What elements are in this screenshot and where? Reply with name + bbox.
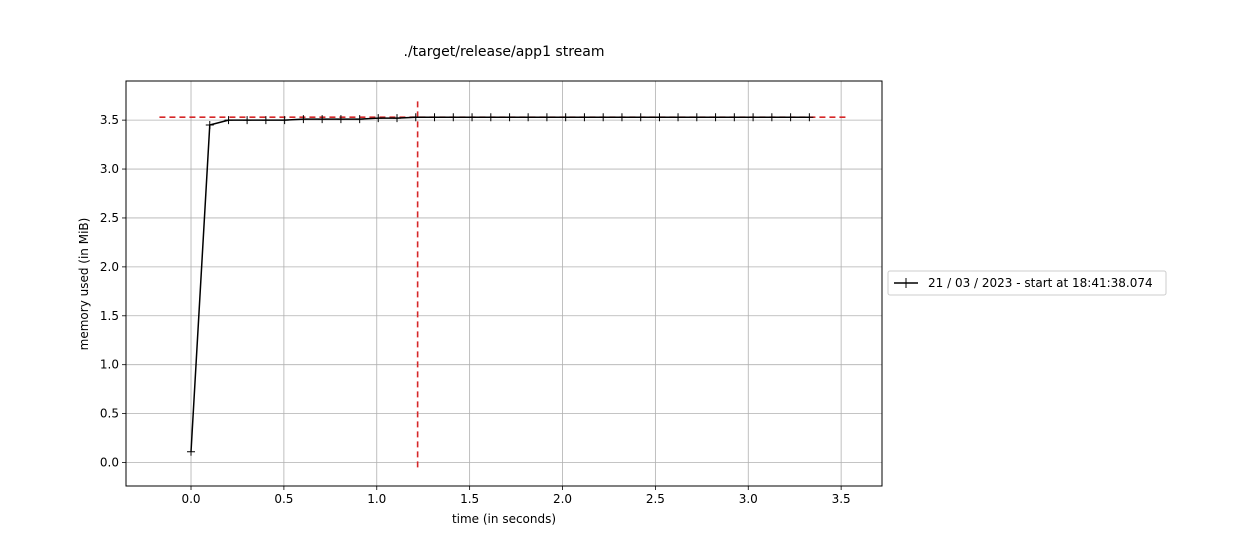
data-point-marker	[599, 113, 608, 122]
data-point-marker	[561, 113, 570, 122]
x-axis-ticks: 0.0 0.5 1.0 1.5 2.0 2.5 3.0 3.5	[181, 486, 851, 506]
y-axis-label: memory used (in MiB)	[77, 218, 91, 351]
data-point-marker	[318, 115, 327, 124]
data-point-marker	[205, 121, 214, 130]
x-tick-label: 0.0	[181, 492, 200, 506]
x-tick-label: 2.0	[553, 492, 572, 506]
data-point-marker	[187, 447, 196, 456]
y-tick-label: 1.0	[100, 358, 119, 372]
y-tick-label: 1.5	[100, 309, 119, 323]
y-tick-label: 2.0	[100, 260, 119, 274]
data-point-marker	[336, 115, 345, 124]
data-point-marker	[393, 114, 402, 123]
data-point-marker	[730, 113, 739, 122]
grid	[126, 81, 882, 486]
series-layer	[187, 113, 814, 456]
data-point-marker	[711, 113, 720, 122]
data-point-marker	[805, 113, 814, 122]
data-point-marker	[374, 114, 383, 123]
y-tick-label: 3.0	[100, 162, 119, 176]
data-point-marker	[786, 113, 795, 122]
data-point-marker	[468, 113, 477, 122]
data-point-marker	[749, 113, 758, 122]
data-point-marker	[767, 113, 776, 122]
x-tick-label: 2.5	[646, 492, 665, 506]
x-tick-label: 3.0	[739, 492, 758, 506]
y-tick-label: 0.0	[100, 456, 119, 470]
data-point-marker	[355, 115, 364, 124]
x-tick-label: 1.0	[367, 492, 386, 506]
x-tick-label: 0.5	[274, 492, 293, 506]
data-point-marker	[411, 113, 420, 122]
data-point-marker	[280, 116, 289, 125]
x-axis-label: time (in seconds)	[452, 512, 556, 526]
data-point-marker	[655, 113, 664, 122]
data-point-marker	[542, 113, 551, 122]
plot-frame	[125, 80, 883, 487]
data-point-marker	[243, 116, 252, 125]
y-axis-ticks: 0.0 0.5 1.0 1.5 2.0 2.5 3.0 3.5	[100, 113, 126, 470]
reference-lines	[159, 100, 849, 468]
data-point-marker	[224, 116, 233, 125]
data-point-marker	[505, 113, 514, 122]
y-tick-label: 3.5	[100, 113, 119, 127]
x-tick-label: 1.5	[460, 492, 479, 506]
y-tick-label: 0.5	[100, 407, 119, 421]
data-point-marker	[449, 113, 458, 122]
series-line	[190, 116, 810, 452]
data-point-marker	[524, 113, 533, 122]
data-point-marker	[486, 113, 495, 122]
data-point-marker	[430, 113, 439, 122]
data-point-marker	[299, 115, 308, 124]
data-point-marker	[580, 113, 589, 122]
data-point-marker	[692, 113, 701, 122]
data-point-marker	[636, 113, 645, 122]
legend-entry: 21 / 03 / 2023 - start at 18:41:38.074	[928, 276, 1153, 290]
x-tick-label: 3.5	[832, 492, 851, 506]
data-point-marker	[674, 113, 683, 122]
chart-title: ./target/release/app1 stream	[404, 44, 605, 60]
legend: 21 / 03 / 2023 - start at 18:41:38.074	[887, 270, 1167, 296]
data-point-marker	[617, 113, 626, 122]
data-point-marker	[261, 116, 270, 125]
legend-box	[887, 270, 1167, 296]
legend-marker-swatch	[901, 278, 911, 288]
y-tick-label: 2.5	[100, 211, 119, 225]
